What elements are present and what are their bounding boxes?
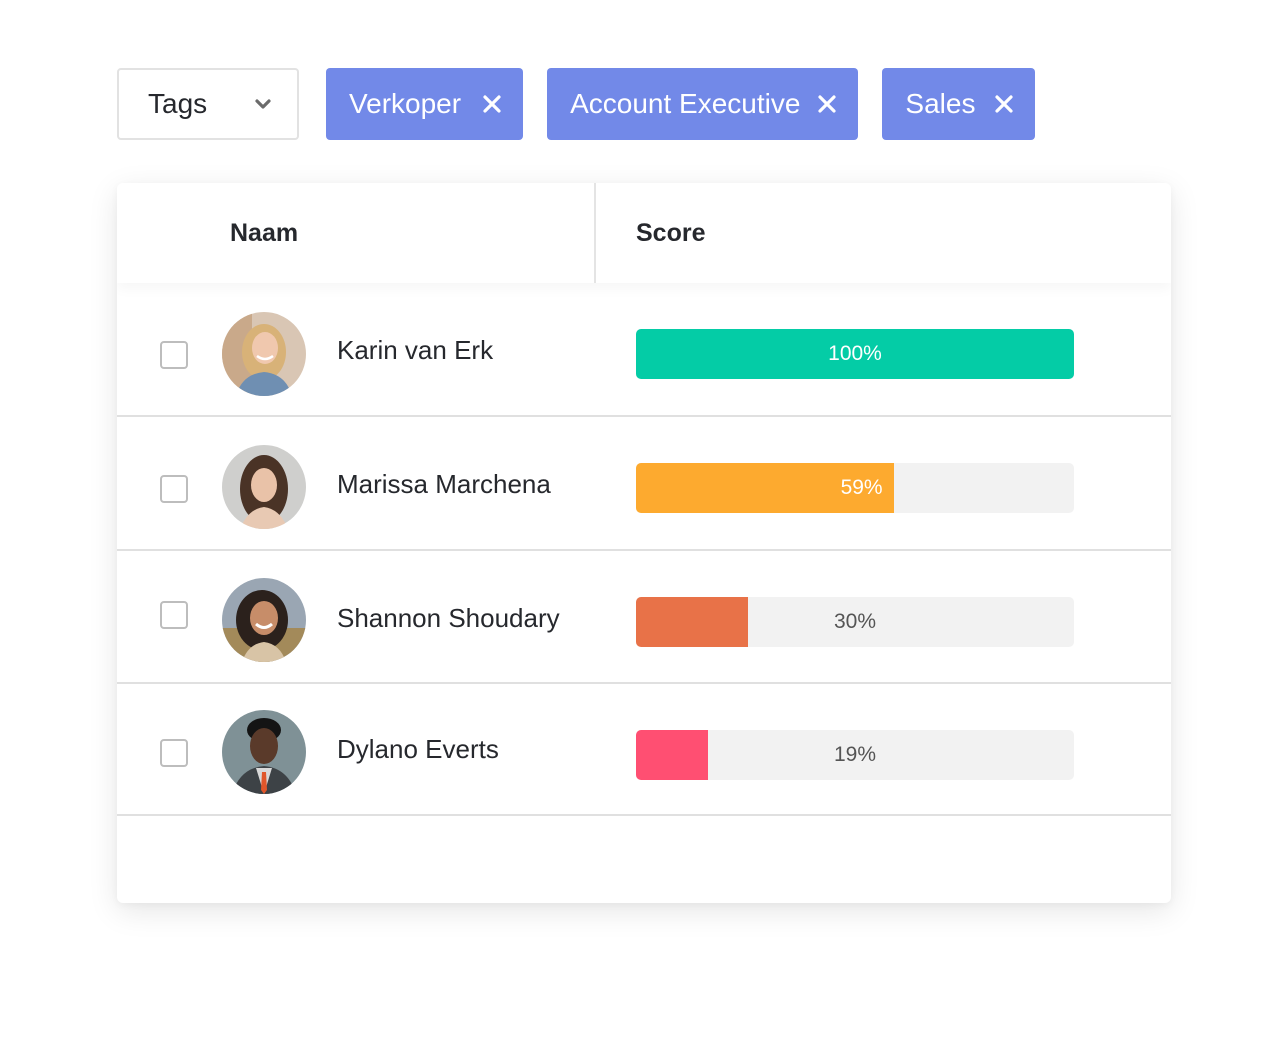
tag-chip-label: Sales — [905, 88, 976, 119]
tag-chip-label: Account Executive — [570, 88, 801, 119]
column-header-score[interactable]: Score — [636, 218, 706, 247]
score-bar: 59% — [636, 463, 1074, 513]
avatar — [222, 312, 306, 396]
column-header-name[interactable]: Naam — [230, 218, 299, 247]
tags-dropdown[interactable]: Tags — [117, 68, 299, 140]
candidate-name: Karin van Erk — [337, 335, 494, 365]
score-bar-fill — [636, 596, 749, 647]
tag-chip-label: Verkoper — [349, 88, 462, 119]
score-label: 59% — [840, 476, 883, 499]
avatar-woman-brunette-icon — [222, 445, 306, 529]
tag-chip-account-executive[interactable]: Account Executive — [547, 68, 859, 140]
table-header: Naam Score — [117, 183, 1171, 283]
score-label: 19% — [833, 743, 877, 766]
row-checkbox[interactable] — [160, 475, 188, 503]
avatar — [222, 577, 306, 662]
tag-chip-sales[interactable]: Sales — [882, 68, 1036, 140]
table-row[interactable]: Dylano Everts 19% — [117, 684, 1171, 816]
candidate-name: Shannon Shoudary — [337, 602, 560, 633]
table-row[interactable]: Marissa Marchena 59% — [117, 417, 1171, 551]
score-label: 30% — [833, 609, 877, 633]
tag-chip-verkoper[interactable]: Verkoper — [326, 68, 524, 140]
score-bar: 30% — [636, 596, 1074, 647]
table-row[interactable]: Shannon Shoudary 30% — [117, 551, 1171, 684]
candidate-name: Marissa Marchena — [337, 469, 551, 499]
table-row[interactable]: Karin van Erk 100% — [117, 283, 1171, 417]
tag-filter-bar: Tags Verkoper Account Executive Sales — [117, 68, 1036, 140]
candidate-name: Dylano Everts — [337, 734, 499, 764]
score-bar: 100% — [636, 329, 1074, 379]
row-checkbox[interactable] — [160, 341, 188, 369]
row-checkbox[interactable] — [160, 600, 188, 629]
close-icon[interactable] — [818, 95, 837, 113]
score-bar-fill — [636, 329, 1074, 379]
score-label: 100% — [828, 342, 882, 365]
chevron-down-icon — [255, 99, 271, 109]
tags-dropdown-label: Tags — [148, 88, 208, 119]
score-bar-fill — [636, 463, 895, 513]
close-icon[interactable] — [995, 95, 1014, 113]
score-bar: 19% — [636, 730, 1074, 780]
avatar-woman-curly-hair-icon — [222, 577, 306, 662]
score-bar-fill — [636, 730, 708, 780]
candidates-table: Naam Score Karin van Erk 100% — [117, 183, 1171, 903]
column-divider — [594, 183, 596, 283]
avatar-man-suit-icon — [222, 710, 306, 794]
close-icon[interactable] — [483, 95, 501, 113]
avatar — [222, 710, 306, 794]
row-checkbox[interactable] — [160, 739, 188, 767]
avatar — [222, 445, 306, 529]
avatar-woman-blonde-icon — [222, 312, 306, 396]
